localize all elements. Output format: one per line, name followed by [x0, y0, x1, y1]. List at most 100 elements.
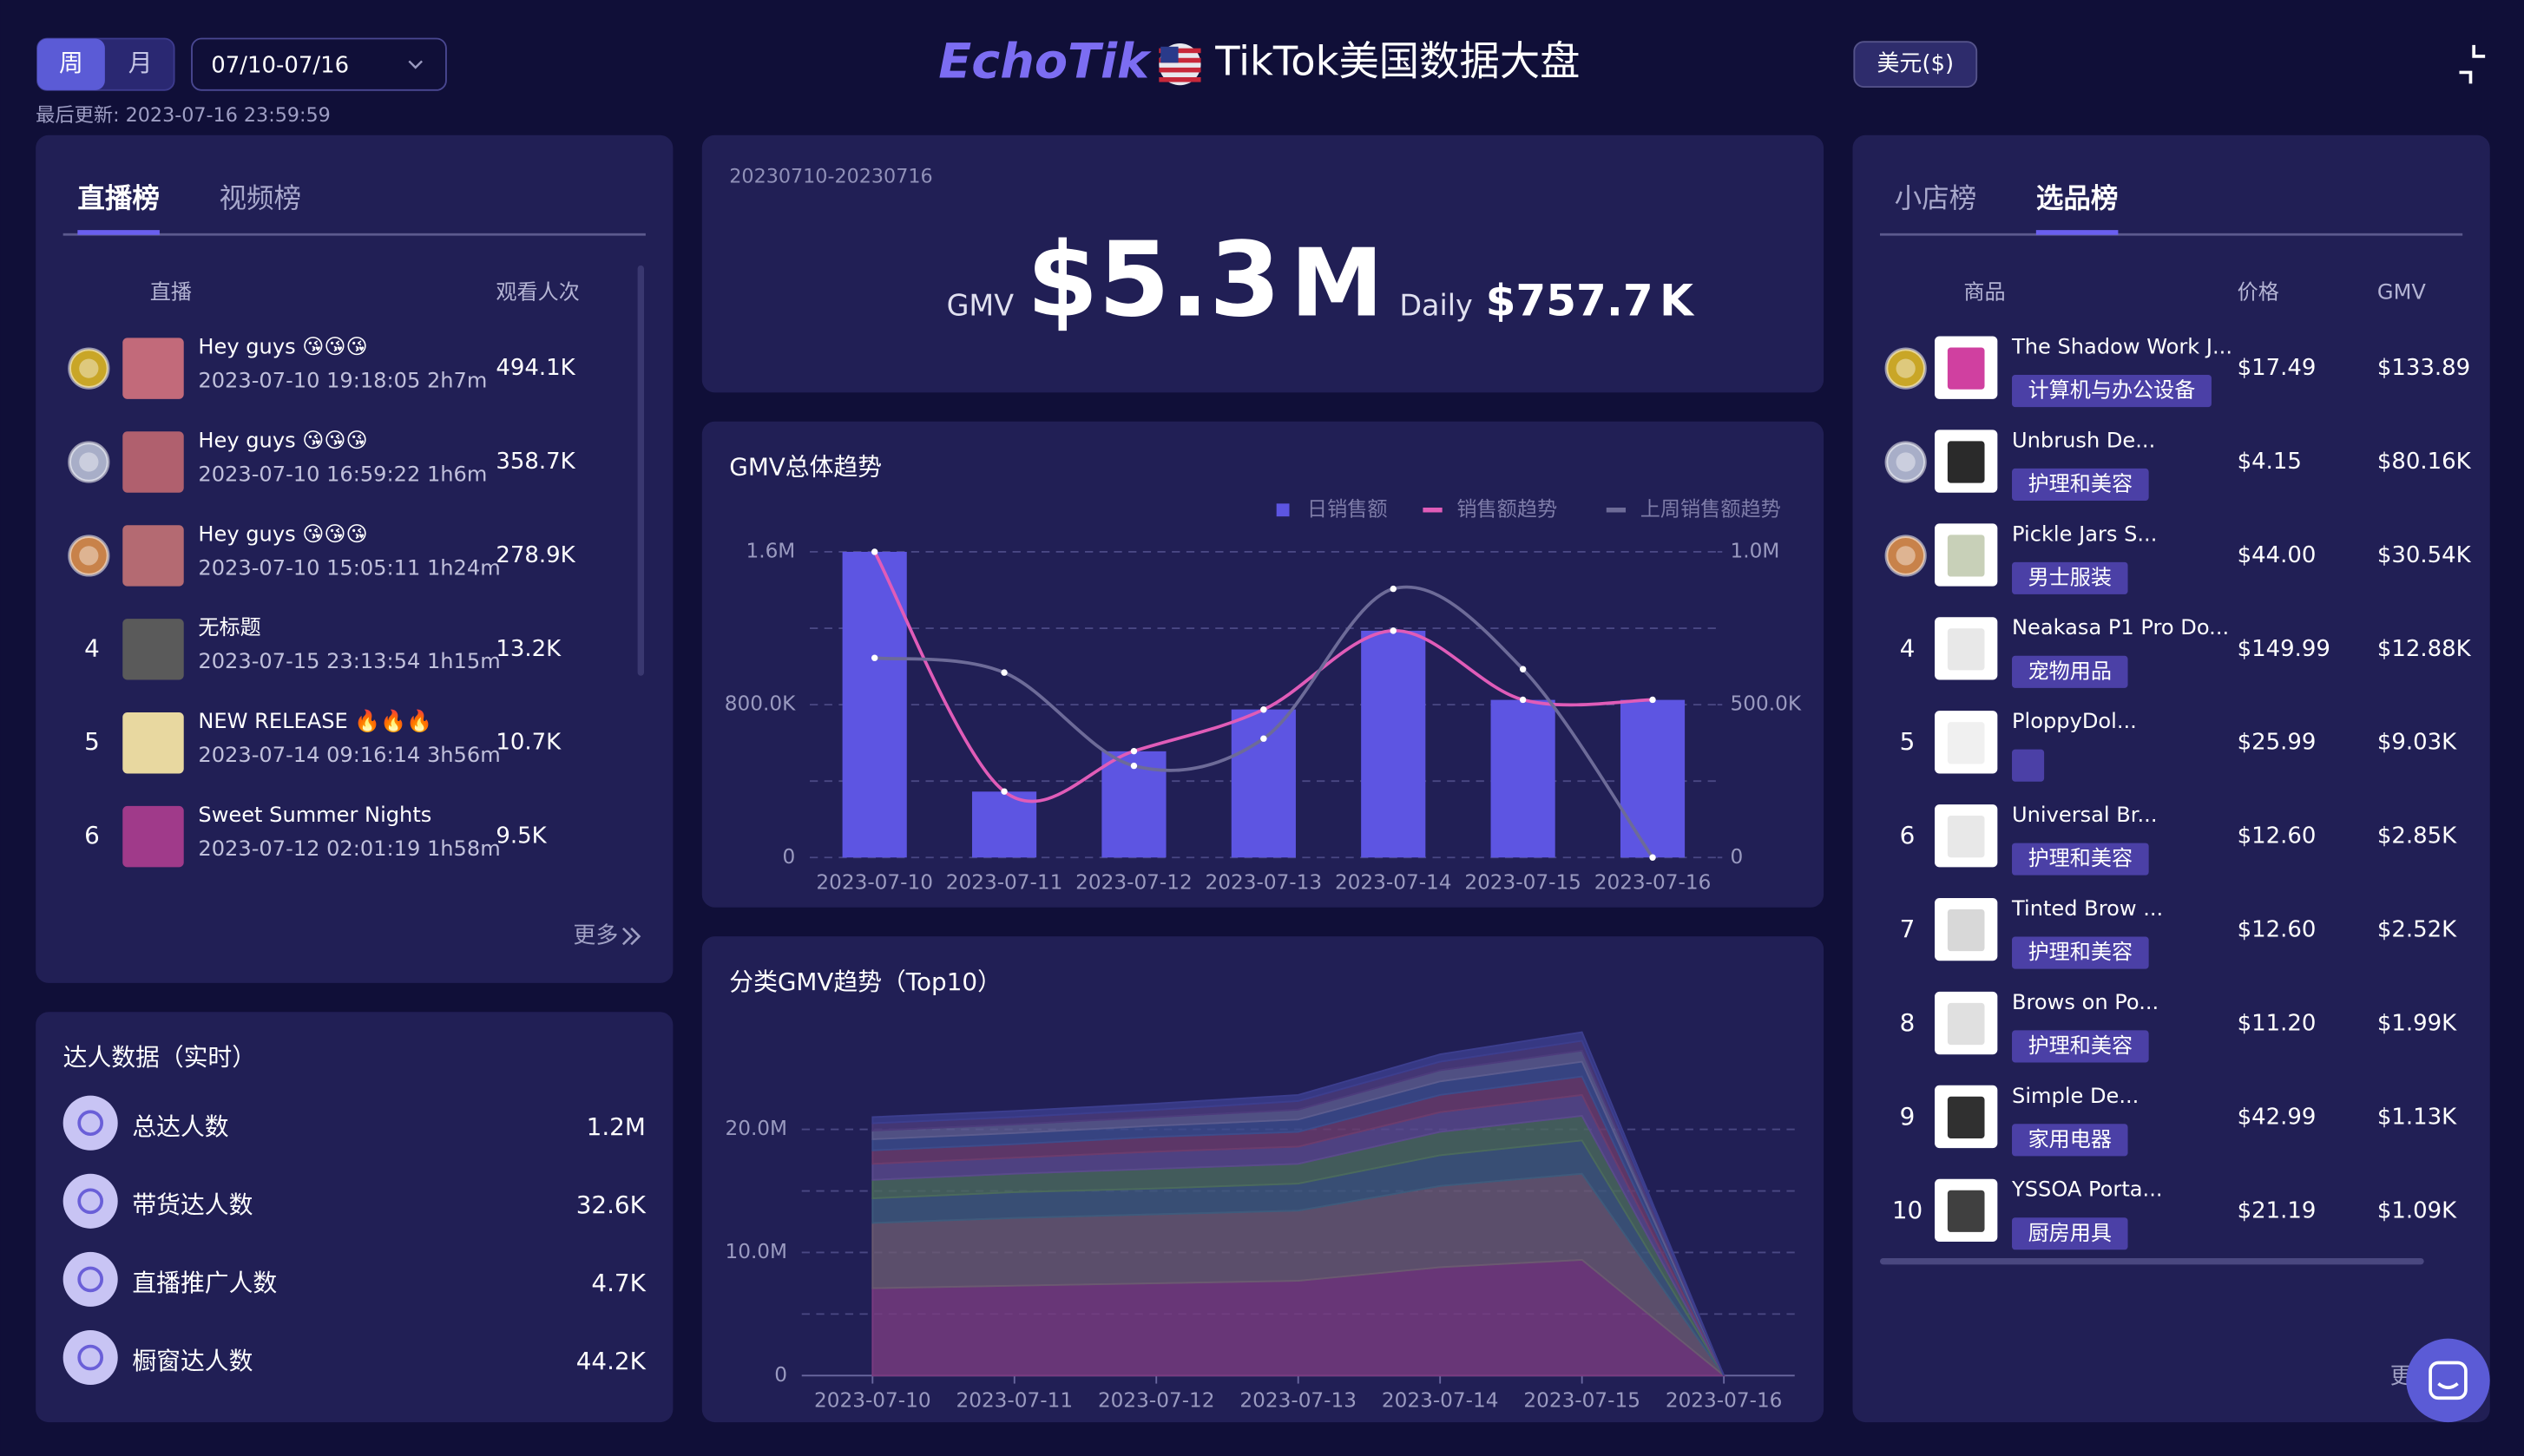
period: 20230710-20230716 [729, 165, 932, 187]
period-tab[interactable]: 周 [59, 49, 83, 77]
currency-button[interactable] [1853, 41, 1978, 89]
stat-label: 橱窗达人数 [132, 1347, 253, 1375]
product-image-fill [1947, 1190, 1985, 1232]
medal-core [79, 358, 99, 378]
gmv-gmv-unit: M [1291, 229, 1384, 338]
product-image-fill [1947, 908, 1985, 952]
x-tick-label: 2023-07-13 [1239, 1388, 1357, 1412]
flag-stripe [1159, 48, 1201, 54]
live-time: 2023-07-14 09:16:14 3h56m [198, 743, 500, 767]
live-time: 2023-07-10 15:05:11 1h24m [198, 555, 500, 580]
live-views: 278.9K [496, 542, 575, 568]
product-name[interactable]: Brows on Po... [2012, 990, 2159, 1014]
rank: 5 [84, 727, 100, 756]
price: $17.49 [2238, 355, 2317, 381]
tab-underline [62, 233, 646, 236]
rank: 8 [1900, 1008, 1916, 1037]
currency[interactable]: 美元($) [1877, 51, 1954, 77]
product-name[interactable]: Neakasa P1 Pro Do... [2012, 615, 2229, 639]
x-tick-label: 2023-07-13 [1206, 870, 1323, 894]
tab[interactable]: 直播榜 [77, 183, 160, 214]
y-tick-label: 20.0M [725, 1117, 787, 1140]
stat-value: 44.2K [576, 1347, 647, 1375]
category-tag [2012, 749, 2045, 782]
tab[interactable]: 视频榜 [220, 183, 302, 214]
category: 护理和美容 [2028, 940, 2133, 964]
bar [842, 551, 907, 858]
trend-line [874, 585, 1654, 859]
x-tick-label: 2023-07-10 [814, 1388, 931, 1412]
stat-icon-core [77, 1188, 104, 1215]
chat-icon [2429, 1361, 2468, 1400]
flag-stripe [1159, 57, 1201, 63]
y-tick-label: 1.6M [746, 539, 795, 562]
product-name[interactable]: Unbrush De... [2012, 428, 2155, 452]
live-title[interactable]: Hey guys 😘😘😘 [198, 428, 367, 452]
y2-tick-label: 0 [1731, 845, 1744, 869]
chat-button[interactable] [2406, 1338, 2490, 1423]
trend-point [1130, 762, 1138, 770]
price: $11.20 [2238, 1010, 2317, 1036]
date-select[interactable] [191, 37, 447, 91]
avatar [122, 619, 184, 680]
gmv-panel [701, 134, 1824, 393]
live-title[interactable]: NEW RELEASE 🔥🔥🔥 [198, 709, 432, 733]
trend-point [1001, 669, 1008, 676]
period-tab[interactable]: 月 [128, 49, 153, 77]
chevron [408, 60, 423, 69]
live-time: 2023-07-15 23:13:54 1h15m [198, 649, 500, 673]
product-image-fill [1947, 1096, 1985, 1138]
category: 男士服装 [2028, 565, 2112, 589]
category-tag [2012, 843, 2149, 876]
product-name[interactable]: Simple De... [2012, 1084, 2139, 1108]
product-name[interactable]: YSSOA Porta... [2011, 1177, 2163, 1202]
scrollbar [637, 265, 645, 676]
x-tick-label: 2023-07-15 [1464, 870, 1581, 894]
bar [971, 791, 1037, 858]
gmv: $1.09K [2377, 1197, 2457, 1223]
product-name[interactable]: Universal Br... [2012, 803, 2157, 827]
flag-stripe [1159, 67, 1201, 73]
medal [1884, 441, 1927, 483]
flag-canton [1160, 46, 1179, 63]
price: $12.60 [2238, 917, 2317, 943]
price: $149.99 [2238, 636, 2330, 662]
bar [1490, 699, 1555, 858]
collapse-icon[interactable] [2459, 44, 2486, 84]
category: 宠物用品 [2028, 659, 2112, 683]
trend-point [1390, 627, 1397, 634]
x-tick-label: 2023-07-11 [946, 870, 1063, 894]
x-tick-label: 2023-07-15 [1523, 1388, 1640, 1412]
tab[interactable]: 小店榜 [1895, 183, 1977, 214]
product-name[interactable]: Tinted Brow ... [2011, 896, 2163, 921]
live-title[interactable]: Hey guys 😘😘😘 [198, 334, 367, 358]
y-tick-label: 0 [774, 1363, 787, 1387]
live-title[interactable]: Hey guys 😘😘😘 [198, 521, 367, 546]
logo: EchoTik [938, 33, 1152, 89]
trend-point [1001, 788, 1008, 795]
tab[interactable]: 选品榜 [2036, 183, 2119, 214]
category: 护理和美容 [2028, 1033, 2133, 1058]
trend-point [1390, 585, 1397, 593]
trend-point [871, 654, 878, 661]
rank: 7 [1900, 915, 1916, 943]
stat-label: 总达人数 [132, 1112, 228, 1141]
live-title[interactable]: Sweet Summer Nights [198, 803, 431, 827]
y2-tick-label: 1.0M [1731, 539, 1780, 562]
medal [68, 535, 110, 577]
gmv: $133.89 [2377, 355, 2470, 381]
product-name[interactable]: Pickle Jars S... [2012, 521, 2157, 546]
gmv: $9.03K [2377, 730, 2457, 756]
live-views: 10.7K [496, 730, 562, 756]
category: 厨房用具 [2028, 1221, 2112, 1245]
product-name[interactable]: The Shadow Work J... [2011, 334, 2232, 358]
rank: 6 [1900, 821, 1916, 849]
stat-value: 4.7K [591, 1269, 646, 1297]
period-active [36, 38, 105, 90]
live-title[interactable]: 无标题 [198, 615, 260, 639]
more-link[interactable]: 更多 [573, 923, 618, 949]
product-name[interactable]: PloppyDol... [2012, 709, 2137, 733]
category-tag [2012, 936, 2149, 969]
stat-icon-core [77, 1266, 104, 1293]
medal [1884, 347, 1927, 390]
